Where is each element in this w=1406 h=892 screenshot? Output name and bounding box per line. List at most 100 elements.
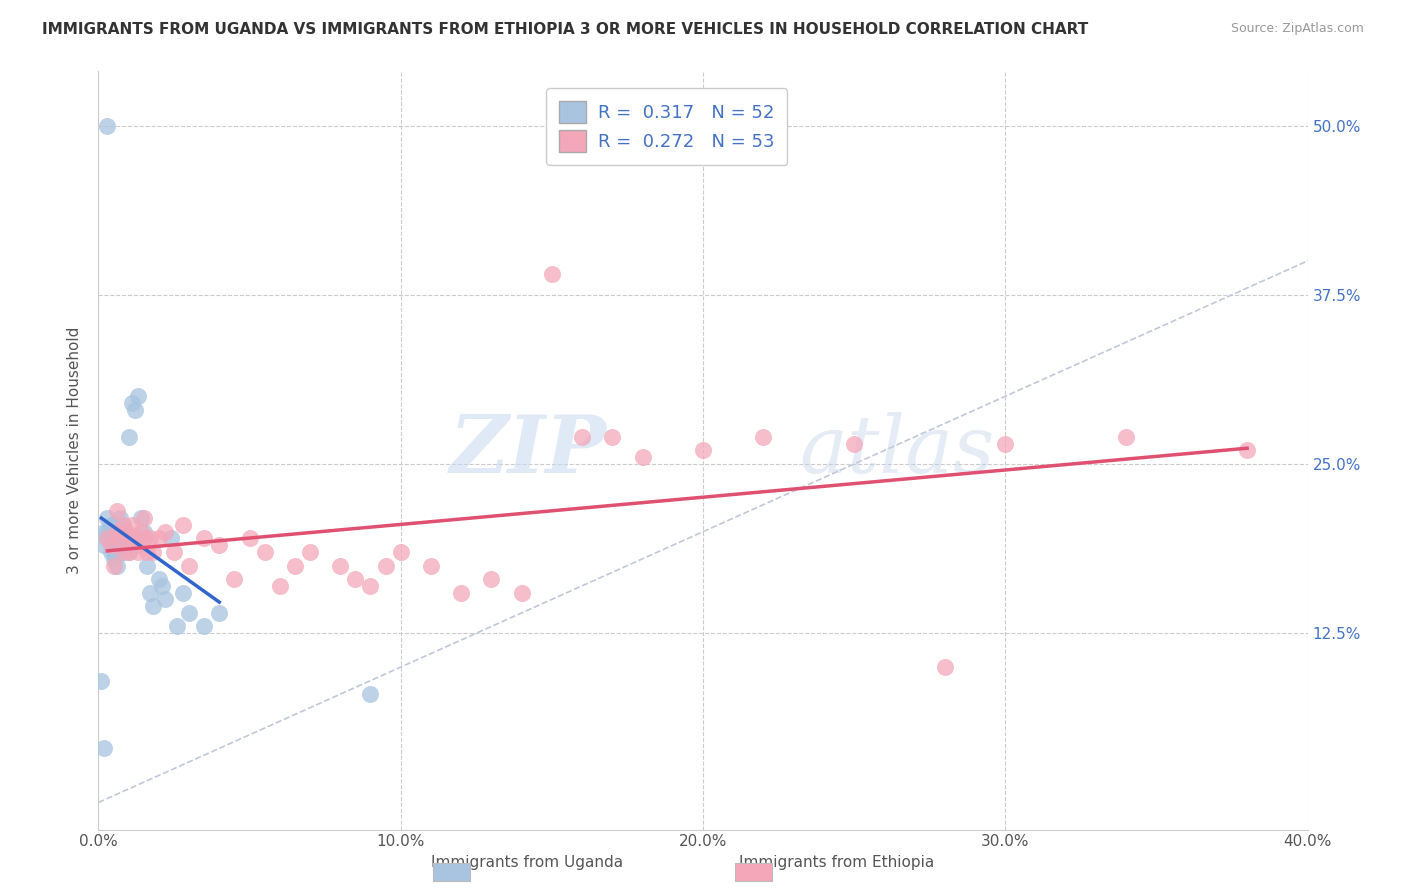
Text: Source: ZipAtlas.com: Source: ZipAtlas.com (1230, 22, 1364, 36)
Point (103, 517, 125, 532)
Point (100, 538, 122, 552)
Point (114, 538, 136, 552)
Point (208, 538, 231, 552)
Point (360, 687, 382, 701)
Point (100, 532, 122, 546)
Point (103, 558, 125, 573)
Point (127, 389, 149, 403)
Point (166, 619, 188, 633)
Text: IMMIGRANTS FROM UGANDA VS IMMIGRANTS FROM ETHIOPIA 3 OR MORE VEHICLES IN HOUSEHO: IMMIGRANTS FROM UGANDA VS IMMIGRANTS FRO… (42, 22, 1088, 37)
Point (148, 532, 170, 546)
Point (118, 545, 141, 559)
Point (450, 585, 472, 599)
Point (118, 545, 141, 559)
Point (844, 436, 866, 450)
Point (160, 532, 183, 546)
Point (118, 532, 141, 546)
Text: atlas: atlas (800, 412, 995, 489)
Point (103, 532, 125, 546)
Point (602, 430, 624, 444)
Point (224, 572, 246, 586)
Point (127, 538, 149, 552)
Point (103, 551, 125, 566)
Point (108, 511, 131, 525)
Point (481, 572, 503, 586)
Point (139, 585, 162, 599)
Point (96, 524, 118, 539)
Point (132, 524, 155, 539)
Point (111, 545, 134, 559)
Text: ZIP: ZIP (450, 412, 606, 489)
Point (96, 511, 118, 525)
Point (1236, 443, 1258, 458)
Point (172, 517, 194, 532)
Point (142, 545, 165, 559)
Point (540, 268, 562, 282)
Point (129, 524, 152, 539)
Point (105, 545, 128, 559)
Point (111, 545, 134, 559)
Point (114, 524, 136, 539)
Point (129, 511, 152, 525)
Point (93, 524, 115, 539)
Point (420, 558, 443, 573)
Point (121, 532, 143, 546)
Point (93, 538, 115, 552)
Legend: R =  0.317   N = 52, R =  0.272   N = 53: R = 0.317 N = 52, R = 0.272 N = 53 (546, 88, 787, 164)
Point (118, 532, 141, 546)
Point (239, 532, 262, 546)
Point (360, 579, 382, 593)
Point (299, 545, 322, 559)
Point (179, 558, 201, 573)
Point (105, 524, 128, 539)
Point (100, 538, 122, 552)
Point (108, 532, 131, 546)
Point (284, 558, 307, 573)
Point (100, 545, 122, 559)
Point (132, 532, 155, 546)
Text: Immigrants from Ethiopia: Immigrants from Ethiopia (740, 855, 934, 870)
Point (193, 619, 215, 633)
Point (90, 673, 112, 688)
Point (208, 606, 231, 620)
Y-axis label: 3 or more Vehicles in Household: 3 or more Vehicles in Household (67, 326, 83, 574)
Point (389, 545, 412, 559)
Point (124, 402, 146, 417)
Point (114, 524, 136, 539)
Point (132, 511, 155, 525)
Point (510, 585, 533, 599)
Point (153, 592, 176, 607)
Point (934, 660, 956, 674)
Point (96, 532, 118, 546)
Point (179, 606, 201, 620)
Point (153, 524, 176, 539)
Point (132, 532, 155, 546)
Point (142, 599, 165, 614)
Point (105, 558, 128, 573)
Point (124, 532, 146, 546)
Point (111, 532, 134, 546)
Point (121, 396, 143, 410)
Point (752, 430, 775, 444)
Point (100, 517, 122, 532)
Point (105, 524, 128, 539)
Point (994, 436, 1017, 450)
Point (344, 572, 367, 586)
Text: Immigrants from Uganda: Immigrants from Uganda (432, 855, 623, 870)
Point (692, 443, 714, 458)
Point (163, 545, 186, 559)
Point (148, 572, 170, 586)
Point (105, 504, 128, 518)
Point (118, 430, 141, 444)
Point (124, 532, 146, 546)
Point (631, 450, 654, 465)
Point (329, 558, 352, 573)
Point (96, 119, 118, 133)
Point (103, 545, 125, 559)
Point (108, 538, 131, 552)
Point (111, 517, 134, 532)
Point (150, 579, 173, 593)
Point (121, 517, 143, 532)
Point (93, 741, 115, 756)
Point (108, 524, 131, 539)
